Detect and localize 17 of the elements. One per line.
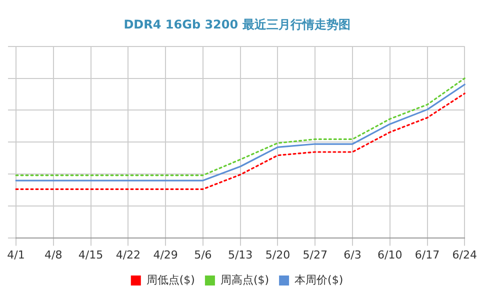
x-tick-label: 4/8 — [44, 248, 62, 262]
chart-title: DDR4 16Gb 3200 最近三月行情走势图 — [124, 17, 350, 32]
legend-label: 周高点($) — [220, 273, 270, 286]
x-tick-label: 6/10 — [378, 248, 402, 262]
x-tick-label: 4/15 — [78, 248, 104, 262]
legend-label: 本周价($) — [294, 273, 344, 286]
x-tick-label: 5/13 — [228, 248, 253, 262]
x-tick-label: 6/17 — [414, 248, 440, 262]
x-tick-label: 6/24 — [452, 248, 477, 262]
x-tick-label: 6/3 — [344, 248, 362, 262]
x-tick-label: 5/20 — [265, 248, 290, 262]
x-tick-label: 4/29 — [153, 248, 178, 262]
x-tick-label: 4/1 — [7, 248, 25, 262]
x-tick-label: 4/22 — [116, 248, 141, 262]
x-tick-label: 5/27 — [302, 248, 328, 262]
legend-label: 周低点($) — [146, 273, 195, 286]
x-tick-label: 5/6 — [194, 248, 212, 262]
